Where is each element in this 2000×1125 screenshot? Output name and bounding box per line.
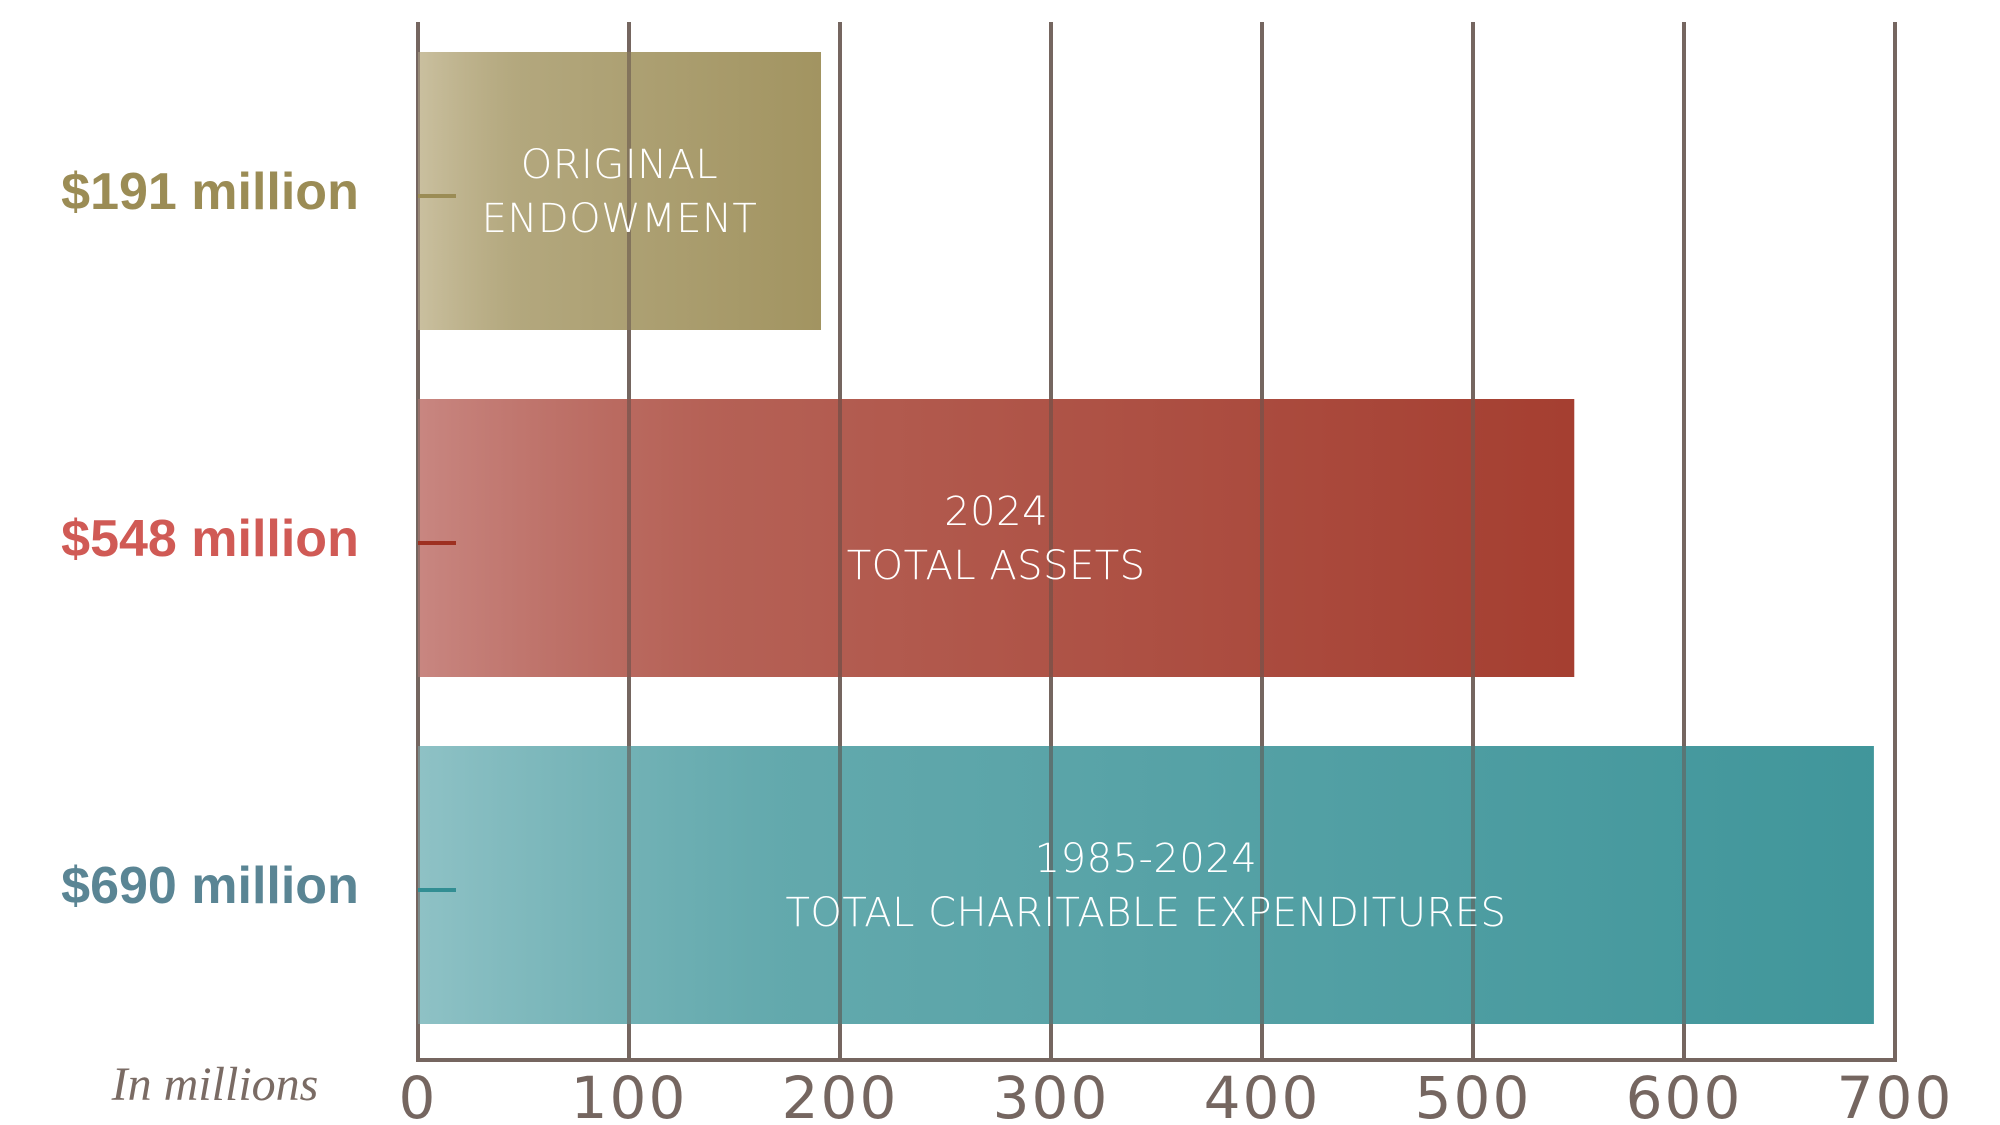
value-label-0: $191 million [61,163,359,221]
bar-1 [418,399,1575,677]
unit-note: In millions [111,1058,319,1111]
bar-1-label-line-0: 2024 [944,489,1048,535]
bar-2-label-line-0: 1985-2024 [1035,836,1258,882]
bar-1-label-line-1: TOTAL ASSETS [847,543,1146,589]
x-tick-label-600: 600 [1626,1064,1743,1125]
bar-0-label-line-0: ORIGINAL [521,142,718,188]
bar-2 [418,746,1874,1024]
bar-0-label-line-1: ENDOWMENT [482,196,758,242]
x-tick-label-300: 300 [993,1064,1110,1125]
x-tick-label-100: 100 [571,1064,688,1125]
value-label-2: $690 million [61,857,359,915]
bars [418,52,1874,1024]
x-tick-label-700: 700 [1837,1064,1954,1125]
x-tick-label-0: 0 [399,1064,438,1125]
x-tick-label-500: 500 [1415,1064,1532,1125]
labels: ORIGINAL ENDOWMENT $191 million 2024 TOTAL A… [61,142,1954,1125]
x-tick-label-200: 200 [782,1064,899,1125]
bar-2-label-line-1: TOTAL CHARITABLE EXPENDITURES [785,890,1506,936]
value-label-1: $548 million [61,510,359,568]
bar-0 [418,52,822,330]
x-tick-label-400: 400 [1204,1064,1321,1125]
